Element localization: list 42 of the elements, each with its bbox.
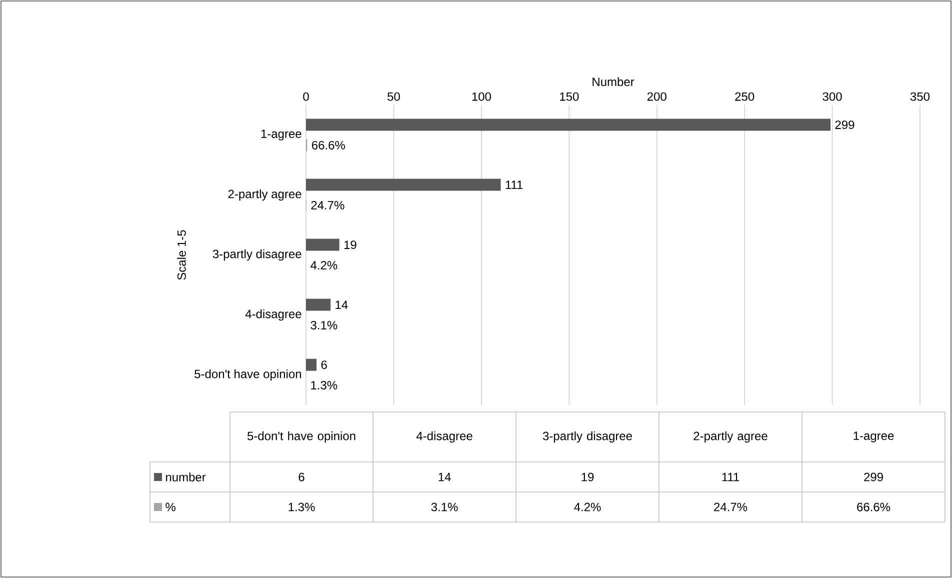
x-tick-label: 0: [303, 92, 309, 101]
y-tick-label: 1-agree: [261, 130, 302, 140]
category-label: 1-agree: [854, 432, 894, 442]
text: 299: [864, 472, 883, 482]
text: 4.2%: [574, 502, 601, 512]
text: 111: [722, 472, 740, 482]
y-tick-label: 5-don't have opinion: [194, 369, 301, 381]
legend-label: %: [166, 502, 176, 512]
x-tick-label: 50: [388, 92, 400, 101]
y-tick-label: 4-disagree: [245, 309, 302, 321]
y-tick-label: 3-partly disagree: [212, 249, 302, 261]
x-tick-label: 350: [910, 92, 930, 101]
data-label: 1.3%: [311, 380, 338, 390]
data-label: 14: [336, 300, 348, 309]
data-label: 24.7%: [311, 200, 344, 210]
x-tick-label: 300: [822, 92, 842, 101]
x-tick-label: 100: [472, 92, 491, 101]
x-axis-title: Number: [592, 77, 634, 86]
data-label: 66.6%: [312, 140, 345, 150]
data-label: 4.2%: [310, 260, 338, 270]
x-tick-label: 200: [647, 92, 666, 101]
text: 1.3%: [288, 502, 315, 512]
data-label: 111: [506, 180, 523, 189]
legend-label: number: [166, 472, 206, 482]
text: 14: [438, 472, 451, 482]
data-label: 3.1%: [310, 320, 338, 330]
y-axis-title: Scale 1-5: [177, 230, 186, 280]
y-tick-label: 2-partly agree: [228, 189, 302, 201]
text: 6: [298, 472, 304, 482]
category-label: 4-disagree: [416, 431, 472, 443]
text: 66.6%: [857, 502, 890, 512]
data-label: 19: [344, 240, 356, 250]
x-tick-label: 250: [735, 92, 754, 101]
data-label: 299: [835, 120, 854, 130]
data-label: 6: [321, 360, 327, 370]
text: 24.7%: [714, 502, 748, 512]
category-label: 3-partly disagree: [542, 431, 632, 443]
text: 19: [582, 472, 594, 482]
x-tick-label: 150: [560, 92, 579, 101]
category-label: 2-partly agree: [694, 431, 768, 443]
category-label: 5-don't have opinion: [247, 431, 356, 443]
text: 3.1%: [431, 502, 458, 512]
